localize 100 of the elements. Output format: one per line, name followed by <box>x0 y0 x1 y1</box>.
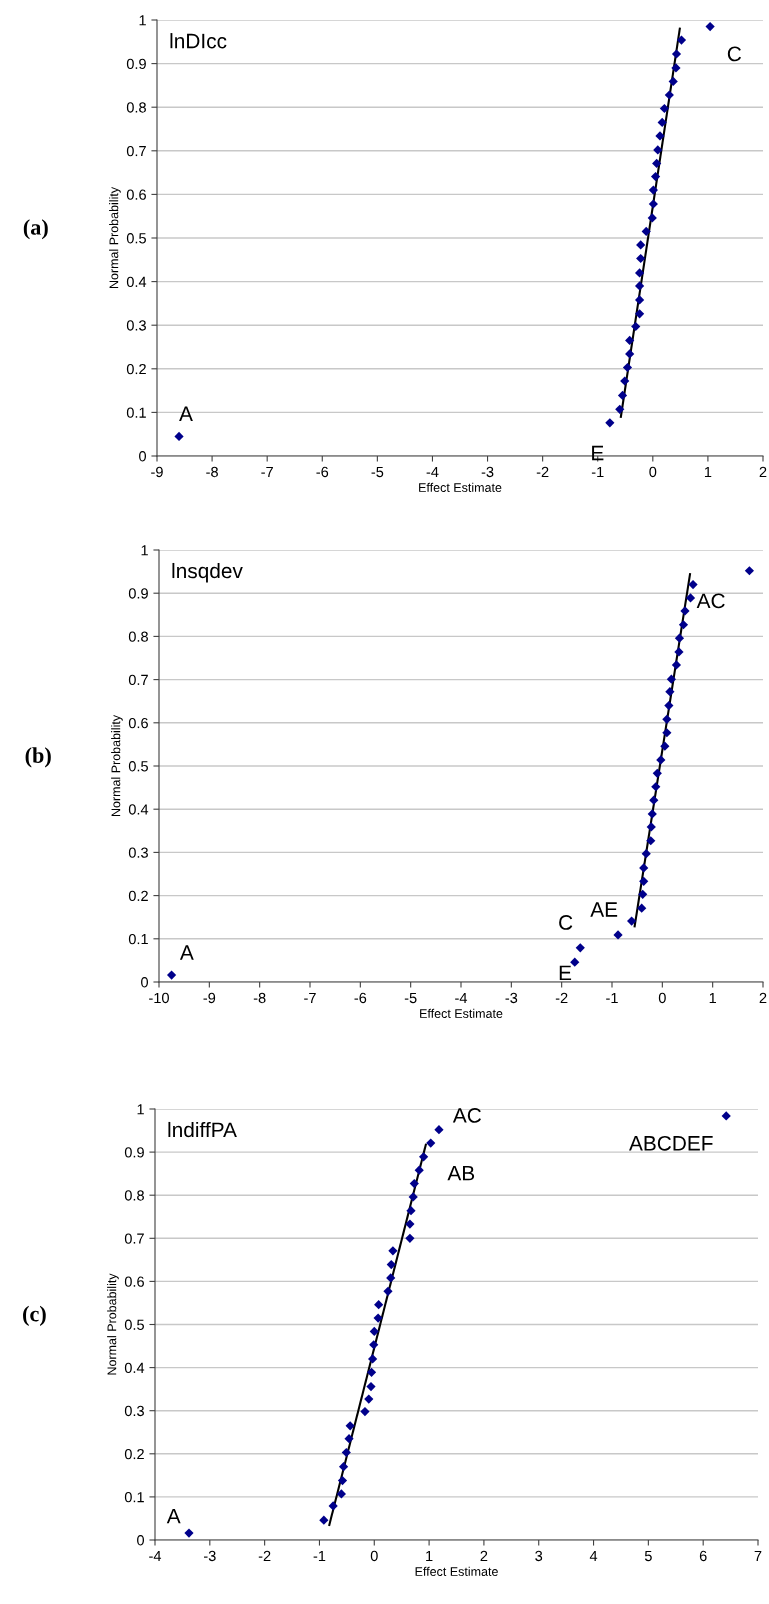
y-tick-label: 0.6 <box>128 717 148 729</box>
point <box>344 1434 354 1444</box>
y-tick-label: 0.9 <box>128 588 148 599</box>
text: (a) <box>23 219 48 240</box>
x-tick-label: -2 <box>536 466 549 477</box>
y-tick-label: 0.7 <box>128 674 148 686</box>
point <box>184 1528 194 1538</box>
x-tick-label: -7 <box>261 466 273 477</box>
point <box>634 309 645 319</box>
point <box>617 390 628 400</box>
y-tick-label: 0.1 <box>124 1492 144 1503</box>
point <box>674 633 685 643</box>
point <box>641 849 651 859</box>
y-tick-label: 0.8 <box>124 1190 144 1201</box>
point <box>668 76 678 87</box>
point <box>388 1246 398 1256</box>
point <box>369 1326 379 1336</box>
point <box>328 1501 338 1511</box>
y-tick-label: 0.7 <box>124 1233 144 1244</box>
point <box>337 1475 348 1486</box>
point <box>414 1165 424 1175</box>
x-tick-label: 1 <box>709 992 717 1003</box>
point <box>605 418 615 428</box>
x-tick-label: 0 <box>370 1550 378 1562</box>
annotation: ABCDEF <box>629 1135 713 1151</box>
point <box>636 253 646 264</box>
x-axis-title: Effect Estimate <box>420 1008 503 1018</box>
y-tick-label: 0.2 <box>124 1448 144 1460</box>
y-tick-label: 0.3 <box>126 320 146 331</box>
point <box>646 836 656 846</box>
point <box>419 1152 429 1162</box>
point <box>634 268 645 278</box>
y-tick-label: 0.6 <box>126 189 146 200</box>
point <box>652 158 662 169</box>
x-tick-label: -1 <box>606 992 618 1003</box>
y-tick-label: 0 <box>137 1535 145 1546</box>
point <box>570 957 580 967</box>
text: lnsqdev <box>172 562 243 583</box>
x-tick-label: 2 <box>480 1550 488 1561</box>
x-tick-label: -2 <box>555 992 568 1003</box>
point <box>405 1219 415 1229</box>
point <box>366 1381 376 1392</box>
point <box>674 647 684 657</box>
x-tick-label: -4 <box>426 466 439 477</box>
y-tick-label: 1 <box>141 545 148 556</box>
y-axis-title: Normal Probability <box>107 1273 119 1375</box>
point <box>409 1178 419 1189</box>
point <box>685 593 696 603</box>
x-tick-label: -9 <box>151 466 163 478</box>
chart-title: lnDIcc <box>170 33 227 49</box>
x-tick-label: -1 <box>313 1550 326 1561</box>
point <box>622 362 633 373</box>
annotation: A <box>179 945 194 960</box>
point <box>369 1340 379 1350</box>
y-tick-label: 1 <box>137 1104 144 1115</box>
x-tick-label: 2 <box>759 466 767 477</box>
point <box>650 171 661 182</box>
point <box>744 566 755 576</box>
point <box>426 1138 436 1148</box>
x-tick-label: 1 <box>426 1550 433 1561</box>
point <box>641 226 651 237</box>
text: (c) <box>23 1305 46 1326</box>
y-tick-label: 0 <box>141 977 149 988</box>
point <box>613 930 623 940</box>
x-tick-label: -9 <box>203 992 216 1004</box>
x-tick-label: -6 <box>354 992 367 1004</box>
point <box>341 1447 351 1458</box>
y-tick-label: 0.4 <box>126 276 147 288</box>
point <box>648 185 658 195</box>
y-tick-label: 0.2 <box>128 890 148 902</box>
point <box>662 728 672 738</box>
y-tick-label: 0.3 <box>124 1405 144 1417</box>
x-tick-label: 0 <box>649 466 657 478</box>
point <box>637 903 647 913</box>
y-tick-label: 0 <box>139 451 147 462</box>
y-axis-title: Normal Probability <box>111 714 123 817</box>
point <box>678 620 689 630</box>
annotation: A <box>179 406 193 421</box>
y-tick-label: 0.7 <box>126 145 146 157</box>
point <box>676 35 687 45</box>
point <box>368 1354 378 1364</box>
point <box>575 943 585 953</box>
y-tick-label: 0.9 <box>126 58 146 70</box>
annotation: AE <box>590 902 618 917</box>
point <box>656 755 666 765</box>
point <box>360 1406 370 1417</box>
x-tick-label: -4 <box>455 992 468 1003</box>
annotation: AB <box>447 1166 475 1181</box>
point <box>639 863 649 873</box>
x-tick-label: -5 <box>404 992 417 1004</box>
point <box>434 1125 444 1135</box>
point <box>648 199 658 209</box>
point <box>666 674 676 684</box>
annotation: AC <box>452 1108 481 1123</box>
point <box>345 1421 355 1431</box>
x-tick-label: -1 <box>591 466 604 477</box>
y-tick-label: 0.2 <box>126 363 146 375</box>
y-axis-title: Normal Probability <box>109 186 121 289</box>
x-tick-label: -7 <box>304 992 316 1003</box>
point <box>634 281 645 291</box>
